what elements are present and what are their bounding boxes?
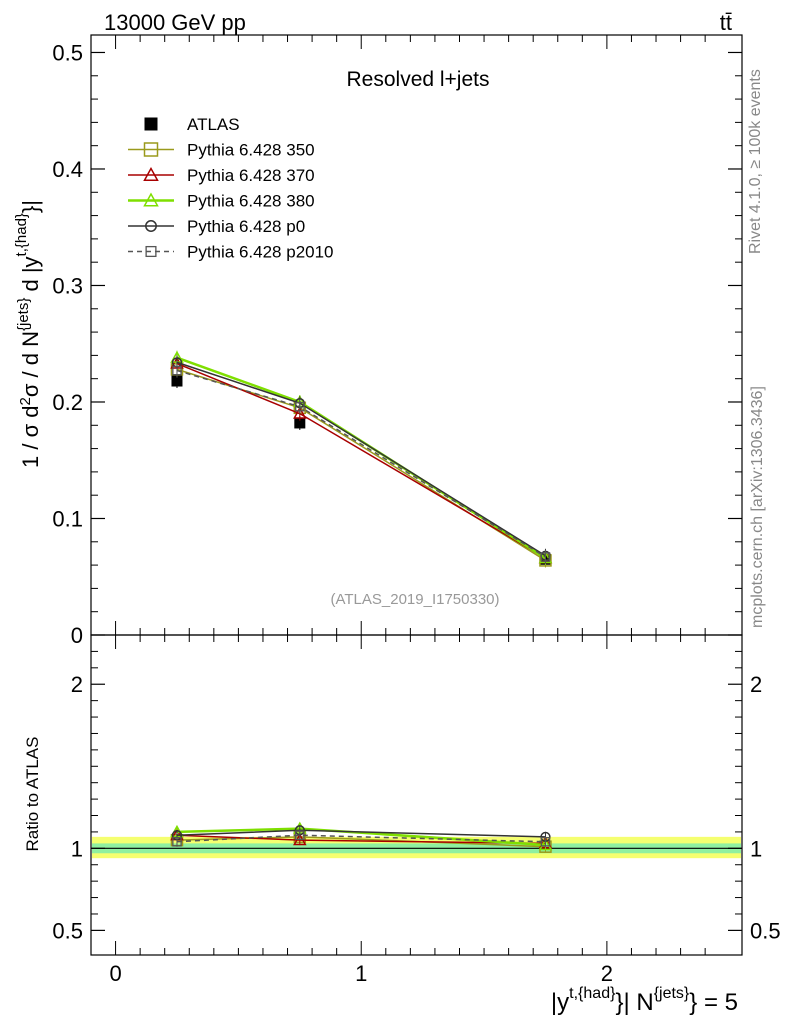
legend-label: ATLAS xyxy=(187,115,240,134)
ratio-data-point xyxy=(295,830,305,840)
ratio-y-tick-label: 0.5 xyxy=(52,918,83,943)
main-series-1 xyxy=(170,362,552,568)
legend: ATLAS Pythia 6.428 350 Pythia 6.428 370 Pyt… xyxy=(128,115,334,262)
main-series-line xyxy=(176,368,546,562)
legend-label: Pythia 6.428 380 xyxy=(187,192,315,211)
plot-title: Resolved l+jets xyxy=(347,68,490,91)
main-series-3 xyxy=(170,350,553,566)
ratio-data-point xyxy=(540,836,551,847)
energy-label: 13000 GeV pp xyxy=(104,10,246,35)
x-tick-label: 2 xyxy=(601,961,613,986)
legend-item: Pythia 6.428 350 xyxy=(128,141,315,160)
legend-label: Pythia 6.428 370 xyxy=(187,166,315,185)
legend-marker xyxy=(143,192,159,207)
ratio-plot-frame xyxy=(90,634,743,956)
ratio-y-tick-label: 2 xyxy=(71,672,83,697)
main-y-tick-label: 0.1 xyxy=(52,506,83,531)
main-series-2 xyxy=(170,356,553,566)
main-data-point xyxy=(171,375,183,387)
main-y-axis-label: 1 / σ d2σ / d N{jets} d |yt,{had}}| xyxy=(13,200,43,468)
analysis-label: (ATLAS_2019_I1750330) xyxy=(330,591,499,608)
ratio-y-tick-label-right: 2 xyxy=(750,672,762,697)
legend-item: Pythia 6.428 p0 xyxy=(128,217,305,236)
main-data-point xyxy=(293,406,307,419)
rivet-version-label: Rivet 4.1.0, ≥ 100k events xyxy=(747,69,764,254)
main-y-tick-label: 0.4 xyxy=(52,157,83,182)
main-series-0 xyxy=(171,374,551,567)
legend-item: Pythia 6.428 p2010 xyxy=(128,243,334,262)
main-data-point xyxy=(295,401,305,412)
main-data-point xyxy=(294,417,306,429)
legend-item: ATLAS xyxy=(144,115,240,134)
main-series-5 xyxy=(172,363,551,564)
main-y-tick-label: 0.2 xyxy=(52,390,83,415)
legend-marker xyxy=(143,166,159,181)
ratio-series-4 xyxy=(172,830,551,847)
legend-marker xyxy=(143,142,159,157)
ratio-y-tick-label-right: 0.5 xyxy=(750,918,781,943)
legend-item: Pythia 6.428 380 xyxy=(128,192,315,211)
main-series-line xyxy=(176,362,546,559)
ratio-data-point xyxy=(172,836,182,847)
main-y-tick-label: 0.5 xyxy=(52,40,83,65)
x-tick-label: 0 xyxy=(109,961,121,986)
main-series-line xyxy=(176,356,547,560)
main-series-line xyxy=(176,369,546,558)
process-label: tt̄ xyxy=(720,10,732,35)
ratio-y-tick-label: 1 xyxy=(71,836,83,861)
main-data-point xyxy=(172,365,182,376)
ratio-data-point xyxy=(538,838,553,851)
legend-marker xyxy=(144,117,158,131)
legend-marker xyxy=(145,220,157,232)
legend-label: Pythia 6.428 p0 xyxy=(187,217,305,236)
ratio-plot-panel: 0.5 0.5 1 1 2 2 0 1 2 xyxy=(52,634,781,986)
legend-item: Pythia 6.428 370 xyxy=(128,166,315,185)
mcplots-label: mcplots.cern.ch [arXiv:1306.3436] xyxy=(749,386,766,628)
x-tick-label: 1 xyxy=(355,961,367,986)
main-y-tick-label: 0.3 xyxy=(52,273,83,298)
main-data-point xyxy=(540,552,551,562)
legend-marker xyxy=(145,245,157,258)
main-y-tick-label: 0 xyxy=(71,623,83,648)
main-plot-panel: Resolved l+jets (ATLAS_2019_I1750330) 0 0… xyxy=(52,34,743,648)
ratio-y-tick-label-right: 1 xyxy=(750,836,762,861)
x-axis-label: |yt,{had}}| N{jets}} = 5 xyxy=(551,985,738,1016)
legend-label: Pythia 6.428 p2010 xyxy=(187,243,334,262)
legend-label: Pythia 6.428 350 xyxy=(187,141,315,160)
ratio-y-axis-label: Ratio to ATLAS xyxy=(23,737,42,852)
